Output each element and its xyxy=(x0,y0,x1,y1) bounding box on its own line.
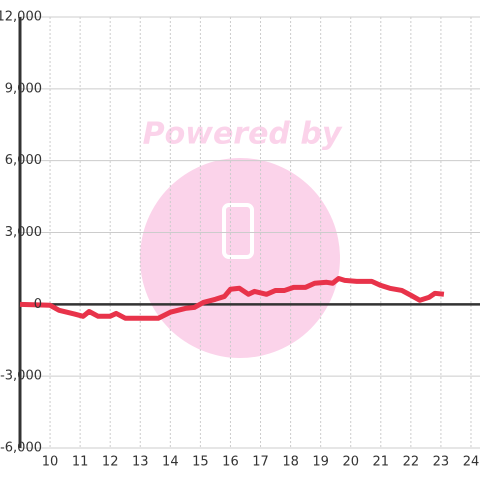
x-tick-label: 19 xyxy=(312,455,329,470)
x-tick-label: 11 xyxy=(72,455,89,470)
x-tick-label: 12 xyxy=(102,455,119,470)
x-tick-label: 14 xyxy=(162,455,179,470)
y-tick-label: 0 xyxy=(34,297,42,312)
x-tick-label: 24 xyxy=(463,455,480,470)
watermark-text: Powered by xyxy=(143,117,343,152)
y-tick-label: -3,000 xyxy=(0,369,42,384)
y-tick-label: 9,000 xyxy=(5,81,42,96)
x-tick-label: 23 xyxy=(433,455,450,470)
watermark-icon xyxy=(222,203,254,259)
line xyxy=(19,275,445,321)
y-tick-label: 12,000 xyxy=(0,10,42,25)
x-tick-label: 20 xyxy=(342,455,359,470)
y-tick-label: 3,000 xyxy=(5,225,42,240)
y-tick-label: -6,000 xyxy=(0,441,42,456)
x-tick-label: 22 xyxy=(403,455,420,470)
grid xyxy=(18,16,480,449)
x-tick-label: 16 xyxy=(222,455,239,470)
x-tick-label: 17 xyxy=(252,455,269,470)
x-tick-label: 18 xyxy=(282,455,299,470)
x-tick-label: 13 xyxy=(132,455,149,470)
x-tick-label: 21 xyxy=(373,455,390,470)
x-tick-label: 10 xyxy=(42,455,59,470)
x-tick-label: 15 xyxy=(192,455,209,470)
plot xyxy=(19,275,445,321)
y-tick-label: 6,000 xyxy=(5,153,42,168)
